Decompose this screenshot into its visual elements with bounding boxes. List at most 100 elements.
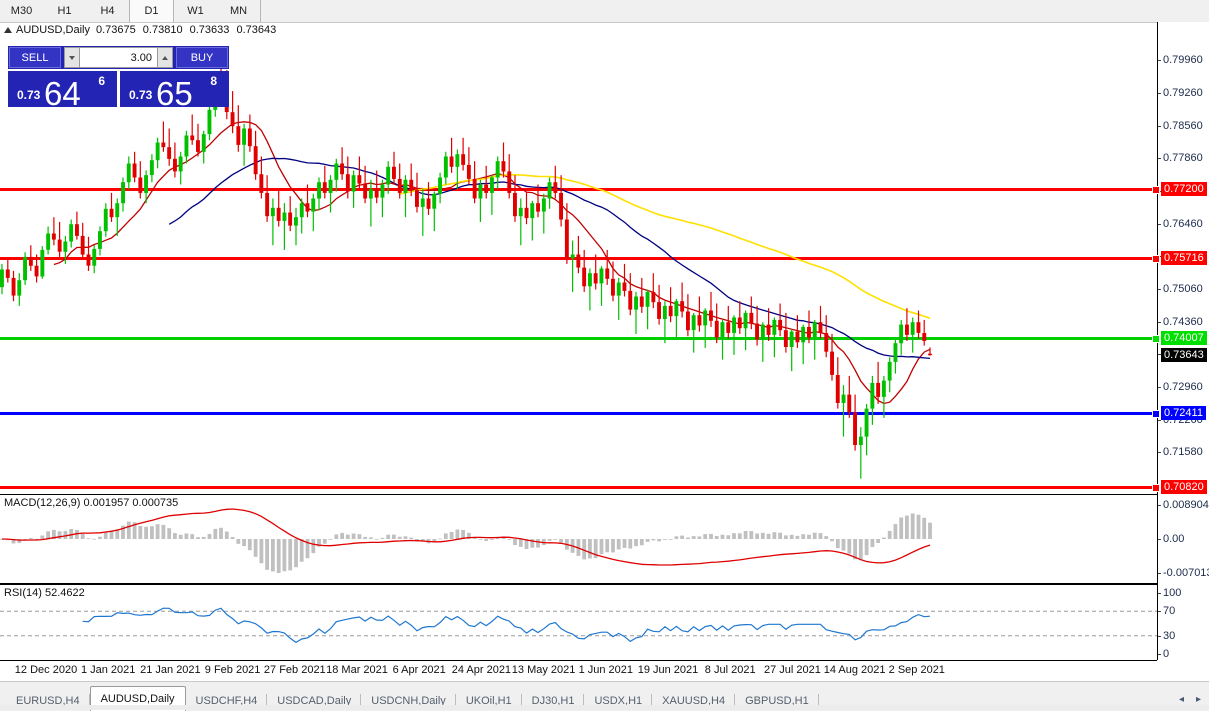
price-tag-last-price-black[interactable]: 0.73643 [1161,348,1207,363]
candle-body [564,219,569,259]
macd-indicator-label[interactable]: MACD(12,26,9) 0.001957 0.000735 [4,497,179,509]
macd-histogram-bar [86,538,91,540]
macd-histogram-bar [276,539,281,573]
macd-histogram-bar [299,539,304,562]
candle-body [634,296,638,310]
chart-tab-xauusd-h4[interactable]: XAUUSD,H4 [652,691,736,711]
macd-histogram-bar [386,534,391,539]
candle-body [593,273,598,284]
macd-histogram-bar [461,530,465,539]
candle-body [265,192,270,217]
timeframe-d1[interactable]: D1 [129,0,174,22]
time-scale[interactable]: 12 Dec 2020 1 Jan 2021 21 Jan 2021 9 Feb 20… [0,660,1157,681]
chevron-up-icon [162,55,168,60]
tab-scroll-controls[interactable]: ◂ ▸ [1179,687,1209,711]
macd-histogram-bar [161,524,166,539]
price-tag-level-red[interactable]: 0.70820 [1161,480,1207,494]
timeframe-m30[interactable]: M30 [10,5,33,17]
candle-body [455,154,460,167]
macd-histogram-bar [109,531,114,539]
candle-body [662,305,667,319]
chart-tab-gbpusd-h1[interactable]: GBPUSD,H1 [735,691,819,711]
chart-tab-ukoil-h1[interactable]: UKOil,H1 [456,691,522,711]
timeframe-mn[interactable]: MN [229,5,248,17]
macd-histogram-bar [651,539,656,541]
candle-body [57,239,62,252]
time-axis-label: 6 Apr 2021 [392,664,446,676]
sell-button[interactable]: SELL [9,47,61,68]
chart-tab-eurusd-h4[interactable]: EURUSD,H4 [6,691,90,711]
candle-body [588,273,592,287]
chart-tab-usdcad-daily[interactable]: USDCAD,Daily [267,691,362,711]
tick-label: 0.00 [1163,533,1185,545]
candle-body [328,179,333,193]
chart-tab-usdx-h1[interactable]: USDX,H1 [584,691,652,711]
chart-tab-dj30-h1[interactable]: DJ30,H1 [522,691,585,711]
candle-body [69,224,74,242]
macd-histogram-bar [657,539,661,542]
collapse-triangle-icon[interactable] [4,27,12,33]
macd-histogram-bar [345,534,350,539]
macd-pane[interactable] [0,494,1157,584]
macd-histogram-bar [743,531,748,539]
price-tag-resistance-red[interactable]: 0.75716 [1161,251,1207,266]
level-handle[interactable] [1152,409,1160,418]
candle-body [772,319,777,335]
macd-histogram-bar [201,536,206,539]
candle-body [46,233,51,250]
trade-panel-prices: 0.73 64 6 0.73 65 8 [8,71,229,110]
timeframe-w1[interactable]: W1 [187,5,204,17]
candle-body [0,269,4,288]
candle-body [916,322,921,333]
macd-histogram-bar [57,531,62,539]
candle-body [789,331,794,347]
sell-price-tile[interactable]: 0.73 64 6 [8,71,117,110]
tick-label: -0.007013 [1163,567,1209,579]
macd-histogram-bar [242,539,246,547]
volume-stepper[interactable]: 3.00 [64,47,173,68]
macd-histogram-bar [784,535,788,539]
one-click-trading-panel[interactable]: SELL 3.00 BUY 0.73 64 6 0.73 65 8 [8,46,229,110]
macd-histogram-bar [178,534,183,539]
price-tag-support-green[interactable]: 0.74007 [1161,331,1207,346]
macd-histogram-bar [910,513,915,539]
volume-input[interactable]: 3.00 [80,47,157,68]
chart-tab-usdchf-h4[interactable]: USDCHF,H4 [186,691,268,711]
candle-body [259,174,264,193]
chart-tab-usdcnh-daily[interactable]: USDCNH,Daily [361,691,456,711]
macd-histogram-bar [340,532,344,539]
candle-body [720,322,725,338]
candle-body [86,254,91,266]
rsi-pane[interactable] [0,584,1157,663]
volume-decrease-button[interactable] [64,47,80,68]
macd-histogram-bar [432,539,437,542]
buy-button[interactable]: BUY [176,47,228,68]
tab-scroll-right-icon[interactable]: ▸ [1195,693,1201,705]
price-tag-level-blue[interactable]: 0.72411 [1161,405,1206,420]
tab-scroll-left-icon[interactable]: ◂ [1178,693,1184,705]
macd-histogram-bar [334,534,339,539]
macd-histogram-bar [611,539,615,553]
macd-histogram-bar [490,539,494,540]
timeframe-h1[interactable]: H1 [57,5,72,17]
macd-histogram-bar [674,536,679,539]
candle-body [605,268,610,279]
macd-histogram-bar [824,536,829,539]
time-axis-label: 18 Mar 2021 [326,664,388,676]
level-handle[interactable] [1152,484,1160,492]
price-pane[interactable] [0,36,1157,491]
level-handle[interactable] [1152,255,1160,264]
timeframe-h4[interactable]: H4 [100,5,115,17]
volume-increase-button[interactable] [157,47,173,68]
candle-body [132,163,137,178]
level-handle[interactable] [1152,335,1160,344]
rsi-indicator-label[interactable]: RSI(14) 52.4622 [4,587,85,599]
tick-dash [1158,419,1161,421]
price-tag-resistance-red[interactable]: 0.77200 [1161,182,1207,197]
candle-body [236,126,241,145]
time-axis-label: 27 Feb 2021 [263,664,326,676]
price-scale[interactable]: 0.799600.792600.785600.778600.771600.764… [1152,22,1209,660]
candle-body [363,183,368,199]
level-handle[interactable] [1152,186,1160,195]
buy-price-tile[interactable]: 0.73 65 8 [120,71,229,110]
